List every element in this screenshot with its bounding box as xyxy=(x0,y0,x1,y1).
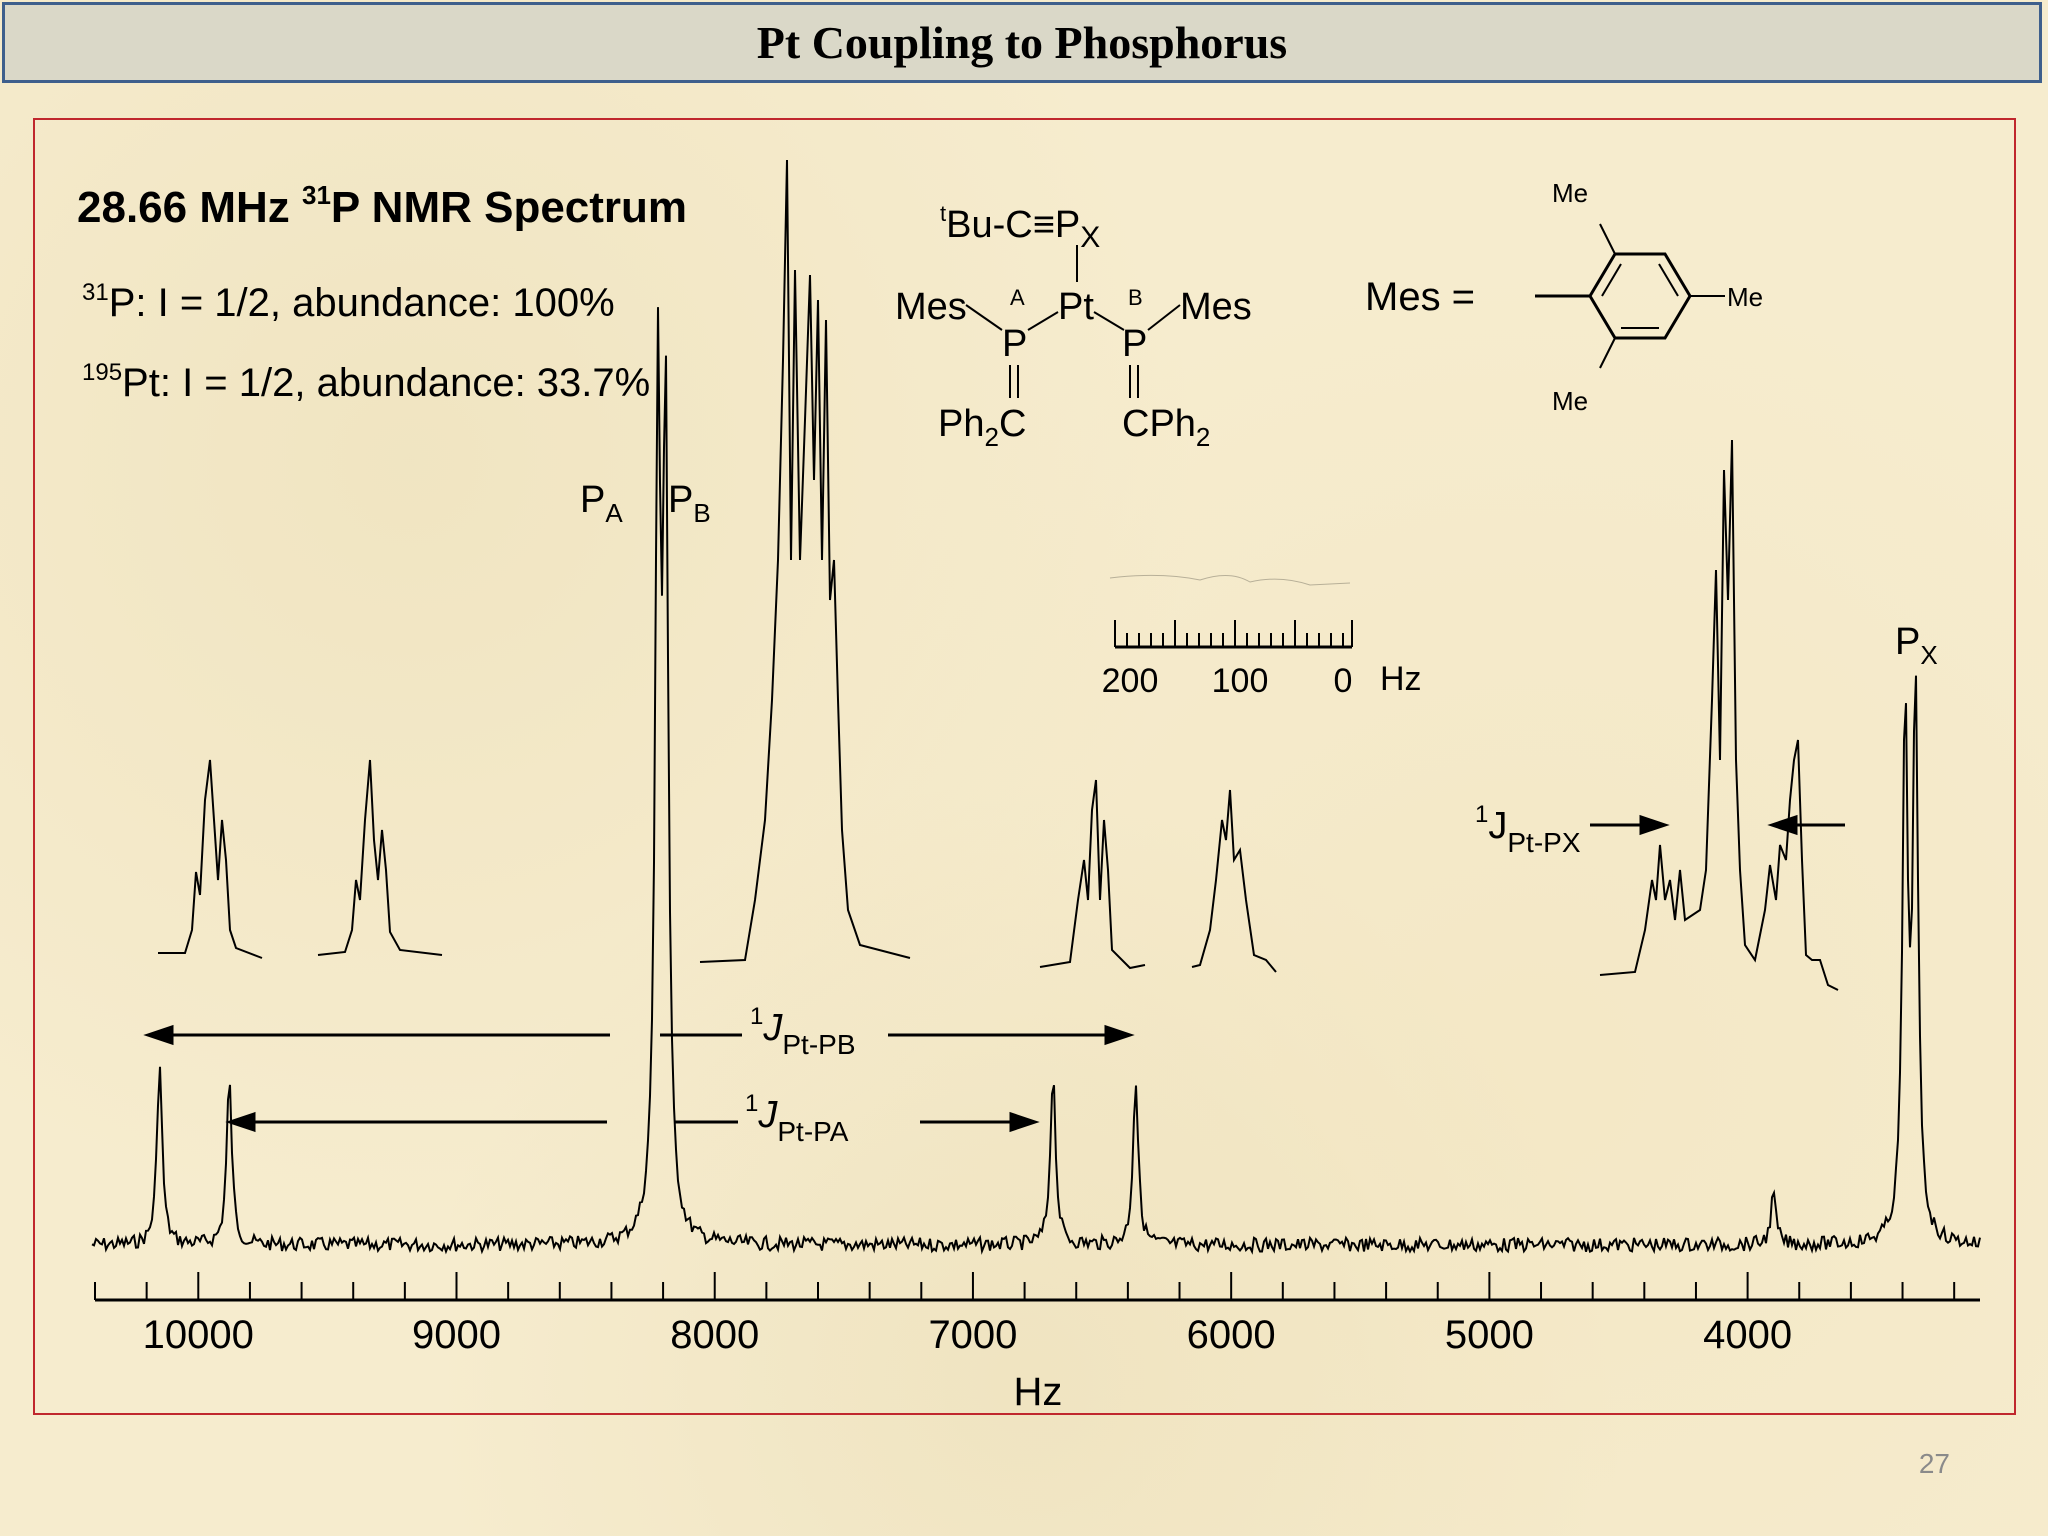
inset-tick-0: 0 xyxy=(1334,662,1353,700)
inset-pb-left xyxy=(158,759,263,959)
p-a-marker: A xyxy=(1010,285,1025,310)
figure-panel xyxy=(33,118,2016,1415)
pt-atom: Pt xyxy=(1058,286,1094,328)
ph2c-left: Ph2C xyxy=(938,403,1026,452)
cph2-right: CPh2 xyxy=(1122,403,1210,452)
me-bottom: Me xyxy=(1552,386,1588,416)
pt195-info: 195Pt: I = 1/2, abundance: 33.7% xyxy=(82,359,650,405)
inset-tick-100: 100 xyxy=(1212,662,1269,700)
inset-scale: 200 100 0 Hz xyxy=(1102,574,1422,700)
mes-right-label: Mes xyxy=(1180,286,1252,328)
x-tick-label: 5000 xyxy=(1445,1313,1534,1357)
x-tick-label: 9000 xyxy=(412,1313,501,1357)
benzene-ring xyxy=(1588,252,1692,340)
x-tick-label: 4000 xyxy=(1703,1313,1792,1357)
inset-pa-left xyxy=(317,759,443,956)
main-spectrum xyxy=(91,307,1981,1255)
p31-info: 31P: I = 1/2, abundance: 100% xyxy=(82,279,615,325)
p-b-marker: B xyxy=(1128,285,1143,310)
spectrum-trace xyxy=(91,307,1981,1255)
mes-equals: Mes = xyxy=(1365,275,1475,319)
x-tick-label: 10000 xyxy=(143,1313,254,1357)
peak-label-pb: PB xyxy=(668,479,711,528)
inset-px xyxy=(1599,439,1839,991)
label-jpt-px: 1JPt-PX xyxy=(1475,801,1581,858)
label-jpt-pa: 1JPt-PA xyxy=(745,1090,849,1147)
molecule-structure: tBu-C≡PX Mes Mes A B Pt P P Ph2C CPh2 Me… xyxy=(895,178,1763,452)
slide-title: Pt Coupling to Phosphorus xyxy=(756,17,1288,68)
x-tick-label: 7000 xyxy=(928,1313,1017,1357)
inset-tick-200: 200 xyxy=(1102,662,1159,700)
mes-left-label: Mes xyxy=(895,286,967,328)
x-tick-label: 8000 xyxy=(670,1313,759,1357)
p-left-atom: P xyxy=(1002,323,1027,365)
peak-label-pa: PA xyxy=(580,479,623,528)
inset-unit: Hz xyxy=(1380,660,1422,698)
spectrum-heading: 28.66 MHz 31P NMR Spectrum xyxy=(77,180,687,232)
peak-label-px: PX xyxy=(1895,621,1938,670)
inset-center xyxy=(699,159,911,963)
slide-title-bar: Pt Coupling to Phosphorus xyxy=(2,2,2042,83)
p-right-atom: P xyxy=(1122,323,1147,365)
page-number: 27 xyxy=(1918,1448,1950,1479)
coupling-arrows xyxy=(143,814,1845,1133)
me-top: Me xyxy=(1552,178,1588,208)
inset-pb-right xyxy=(1191,789,1277,973)
inset-multiplets xyxy=(158,159,1839,991)
x-tick-label: 6000 xyxy=(1187,1313,1276,1357)
x-axis: 10000 9000 8000 7000 6000 5000 4000 xyxy=(94,1272,1980,1357)
me-right: Me xyxy=(1727,282,1763,312)
tbu-group: tBu-C≡PX xyxy=(940,201,1100,254)
x-axis-label: Hz xyxy=(1014,1370,1063,1414)
inset-pa-right xyxy=(1039,779,1146,970)
label-jpt-pb: 1JPt-PB xyxy=(750,1003,856,1060)
